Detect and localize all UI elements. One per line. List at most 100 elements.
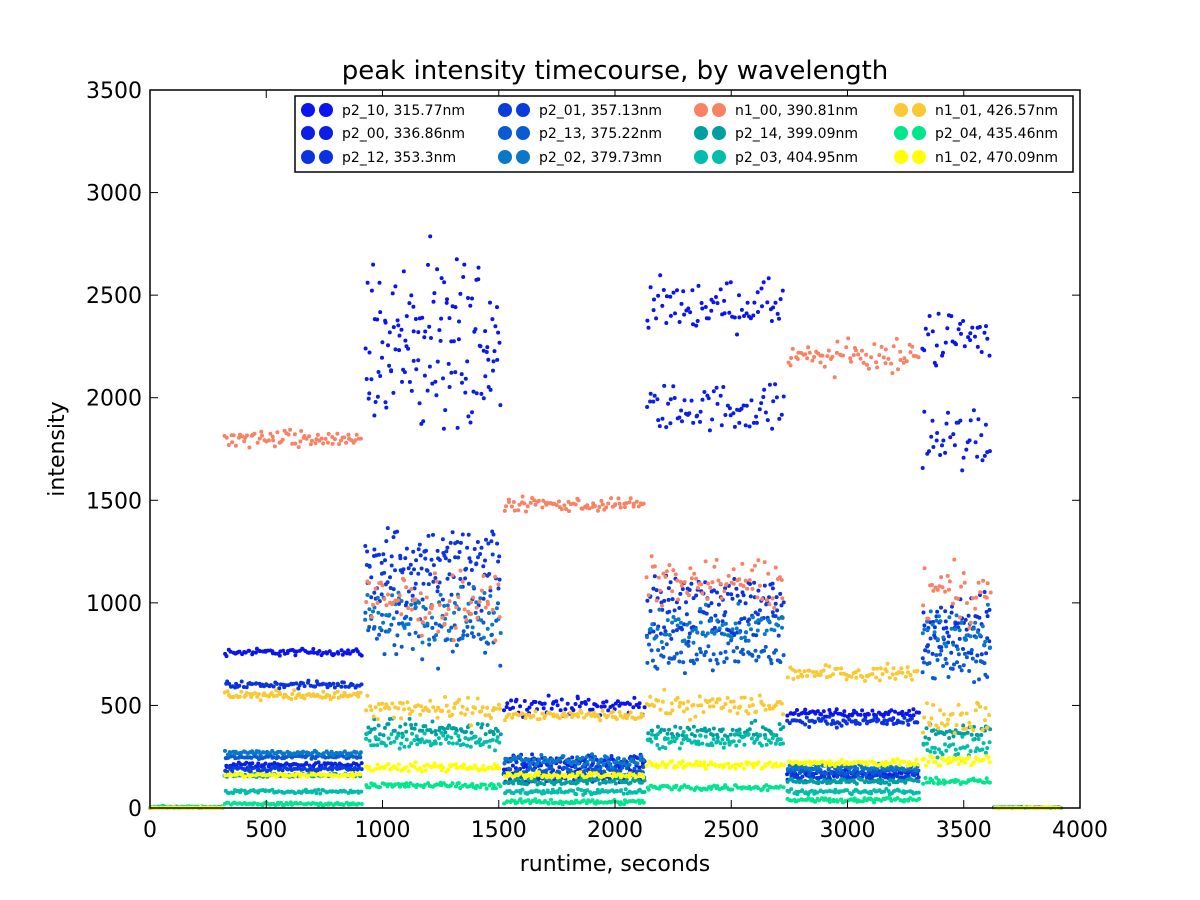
- data-point: [667, 563, 672, 568]
- data-point: [411, 549, 416, 554]
- data-point: [278, 692, 283, 697]
- data-point: [976, 701, 980, 706]
- data-point: [465, 545, 470, 550]
- data-point: [376, 610, 381, 615]
- data-point: [427, 364, 432, 369]
- data-point: [582, 762, 587, 767]
- data-point: [988, 727, 993, 732]
- data-point: [722, 660, 727, 664]
- data-point: [464, 617, 469, 622]
- data-point: [689, 732, 694, 737]
- data-point: [890, 718, 894, 723]
- data-point: [781, 712, 785, 717]
- data-point: [302, 434, 307, 438]
- data-point: [386, 736, 391, 741]
- data-point: [414, 734, 419, 739]
- data-point: [751, 420, 756, 425]
- data-point: [628, 780, 633, 785]
- data-point: [399, 716, 404, 721]
- data-point: [694, 652, 699, 657]
- data-point: [985, 725, 989, 730]
- data-point: [346, 432, 351, 437]
- data-point: [468, 303, 473, 308]
- data-point: [409, 388, 414, 393]
- data-point: [860, 708, 865, 713]
- data-point: [365, 280, 370, 285]
- data-point: [624, 766, 629, 771]
- data-point: [336, 651, 341, 656]
- data-point: [358, 690, 363, 695]
- data-point: [742, 742, 747, 747]
- data-point: [340, 694, 345, 699]
- data-point: [497, 340, 502, 345]
- data-point: [604, 699, 609, 704]
- data-point: [904, 359, 909, 364]
- data-point: [292, 688, 297, 693]
- data-point: [621, 791, 626, 796]
- data-point: [382, 570, 387, 575]
- data-point: [459, 711, 464, 716]
- data-point: [812, 355, 817, 359]
- data-point: [533, 779, 538, 784]
- data-point: [420, 620, 425, 624]
- data-point: [366, 628, 371, 633]
- data-point: [433, 621, 438, 626]
- data-point: [893, 709, 897, 714]
- data-point: [944, 748, 949, 753]
- data-point: [752, 580, 757, 585]
- data-point: [308, 650, 313, 655]
- data-point: [930, 582, 934, 587]
- data-point: [781, 394, 786, 399]
- data-point: [418, 591, 423, 596]
- data-point: [384, 702, 389, 707]
- data-point: [372, 743, 376, 748]
- data-point: [662, 687, 667, 692]
- data-point: [341, 765, 346, 770]
- data-point: [641, 758, 646, 763]
- data-point: [462, 607, 467, 612]
- data-point: [792, 711, 797, 716]
- data-point: [391, 390, 396, 395]
- data-point: [478, 552, 483, 556]
- data-point: [383, 400, 388, 405]
- data-point: [901, 360, 906, 365]
- data-point: [486, 357, 491, 362]
- data-point: [576, 761, 581, 766]
- data-point: [973, 440, 978, 445]
- data-point: [431, 299, 436, 304]
- data-point: [539, 753, 544, 757]
- data-point: [466, 581, 471, 586]
- data-point: [865, 362, 869, 367]
- data-point: [722, 298, 727, 303]
- data-point: [762, 583, 767, 588]
- data-point: [779, 603, 784, 608]
- data-point: [375, 743, 380, 748]
- data-point: [755, 595, 760, 600]
- data-point: [844, 721, 849, 726]
- data-point: [421, 604, 426, 609]
- data-point: [656, 698, 660, 703]
- data-point: [985, 614, 990, 619]
- data-point: [957, 664, 962, 669]
- data-point: [714, 295, 718, 299]
- data-point: [966, 613, 971, 618]
- data-point: [602, 704, 607, 709]
- data-point: [736, 601, 741, 606]
- data-point: [409, 587, 414, 591]
- data-point: [771, 399, 776, 404]
- data-point: [596, 508, 600, 513]
- data-point: [960, 711, 964, 716]
- data-point: [741, 593, 746, 598]
- data-point: [917, 710, 921, 715]
- data-point: [739, 307, 744, 312]
- data-point: [389, 554, 394, 559]
- data-point: [872, 715, 877, 720]
- data-point: [770, 596, 775, 601]
- data-point: [664, 321, 669, 325]
- data-point: [969, 651, 974, 656]
- data-point: [376, 702, 381, 706]
- data-point: [491, 732, 496, 737]
- data-point: [677, 415, 682, 420]
- data-point: [364, 708, 369, 713]
- data-point: [453, 731, 458, 736]
